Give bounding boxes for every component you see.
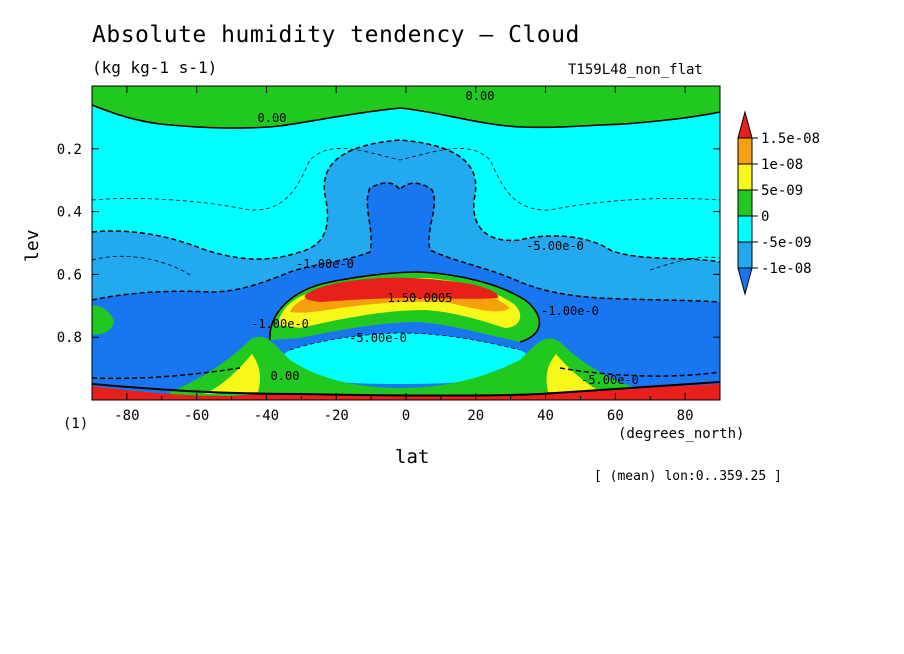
footnote: [ (mean) lon:0..359.25 ] [594,469,782,484]
contour-label: -1.00e-0 [296,257,354,271]
contour-lines [92,104,720,397]
x-tick-label: -40 [254,408,279,424]
y-ticks: 0.2 0.4 0.6 0.8 [57,142,720,346]
colorbar-swatch [737,215,753,243]
fill-region-red-core [304,277,499,302]
fill-region-cyan-lower [278,333,535,384]
contour-label: 0.00 [258,111,287,125]
x-tick-label: 80 [677,408,694,424]
x-tick-label: 40 [537,408,554,424]
colorbar-label: 1e-08 [761,157,803,173]
fill-region-yellow-right [546,354,605,394]
colorbar: 1.5e-08 1e-08 5e-09 0 -5e-09 -1e-08 [737,110,820,296]
x-tick-label: 0 [402,408,410,424]
y-tick-label: 0.4 [57,205,82,221]
x-tick-label: 20 [467,408,484,424]
colorbar-label: -1e-08 [761,261,812,277]
contour-label: -5.00e-0 [349,331,407,345]
x-axis-unit: (degrees_north) [618,426,745,442]
contour-label: 0.00 [271,369,300,383]
x-tick-label: 60 [607,408,624,424]
y-tick-label: 0.8 [57,330,82,346]
colorbar-label: -5e-09 [761,235,812,251]
x-tick-label: -60 [184,408,209,424]
chart-title: Absolute humidity tendency — Cloud [92,22,580,48]
colorbar-label: 5e-09 [761,183,803,199]
colorbar-swatch [737,163,753,191]
fill-region-yellow-left [205,354,260,394]
colorbar-swatch [737,241,753,269]
run-label: T159L48_non_flat [568,62,703,78]
fill-region-green-bottom [170,336,650,400]
colorbar-label: 1.5e-08 [761,131,820,147]
colorbar-arrow-top [737,110,753,139]
y-tick-label: 0.2 [57,142,82,158]
y-tick-label: 0.6 [57,267,82,283]
contour-label: 0.00 [466,89,495,103]
contour-label: 1.50-0005 [387,291,452,305]
colorbar-swatch [737,189,753,217]
colorbar-swatch [737,137,753,165]
fill-region-red-bottom [92,384,720,400]
x-tick-label: -20 [324,408,349,424]
x-axis-label: lat [395,446,430,468]
x-ticks: -80 -60 -40 -20 0 20 40 60 80 [91,86,721,424]
contour-label: -5.00e-0 [526,239,584,253]
contour-label: -1.00e-0 [541,304,599,318]
y-unit-tick: (1) [63,416,89,432]
fill-region-green-top [92,86,720,129]
x-tick-label: -80 [114,408,139,424]
colorbar-arrow-bottom [737,267,753,296]
field-layers [92,86,720,400]
fill-region-green-left [92,305,114,335]
contour-label: -1.00e-0 [251,317,309,331]
contour-label: -5.00e-0 [581,373,639,387]
contour-labels: 0.00 -1.00e-0 -5.00e-0 1.50-0005 -1.00e-0 -5.… [251,89,639,387]
chart-units: (kg kg-1 s-1) [92,58,218,77]
colorbar-label: 0 [761,209,769,225]
